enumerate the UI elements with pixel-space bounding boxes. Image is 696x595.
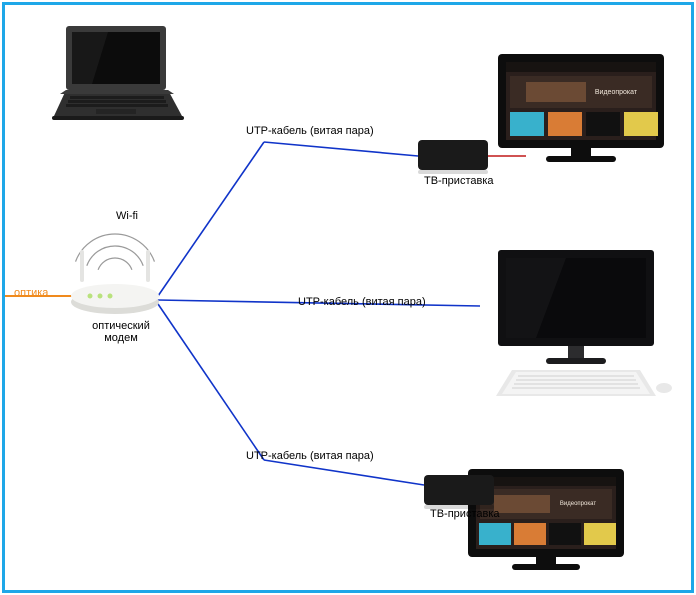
- optical-modem-device: [70, 278, 160, 314]
- stb-label-2: ТВ-приставка: [430, 508, 500, 520]
- utp-label-2: UTP-кабель (витая пара): [298, 296, 426, 308]
- tv-device-1: Видеопрокат: [496, 52, 666, 167]
- set-top-box-1: [418, 140, 488, 170]
- stb-label-1: ТВ-приставка: [424, 175, 494, 187]
- diagram-canvas: Видеопрокат: [0, 0, 696, 595]
- modem-label: оптический модем: [86, 320, 156, 344]
- set-top-box-2: [424, 475, 494, 505]
- modem-label-line1: оптический: [92, 320, 150, 332]
- modem-label-line2: модем: [104, 332, 138, 344]
- laptop-device: [48, 24, 188, 124]
- optics-label: оптика: [14, 287, 48, 299]
- svg-text:Видеопрокат: Видеопрокат: [595, 89, 638, 96]
- desktop-pc-device: [476, 248, 676, 398]
- utp-label-3: UTP-кабель (витая пара): [246, 450, 374, 462]
- svg-text:Видеопрокат: Видеопрокат: [560, 501, 596, 507]
- utp-label-1: UTP-кабель (витая пара): [246, 125, 374, 137]
- wifi-label: Wi-fi: [116, 210, 138, 222]
